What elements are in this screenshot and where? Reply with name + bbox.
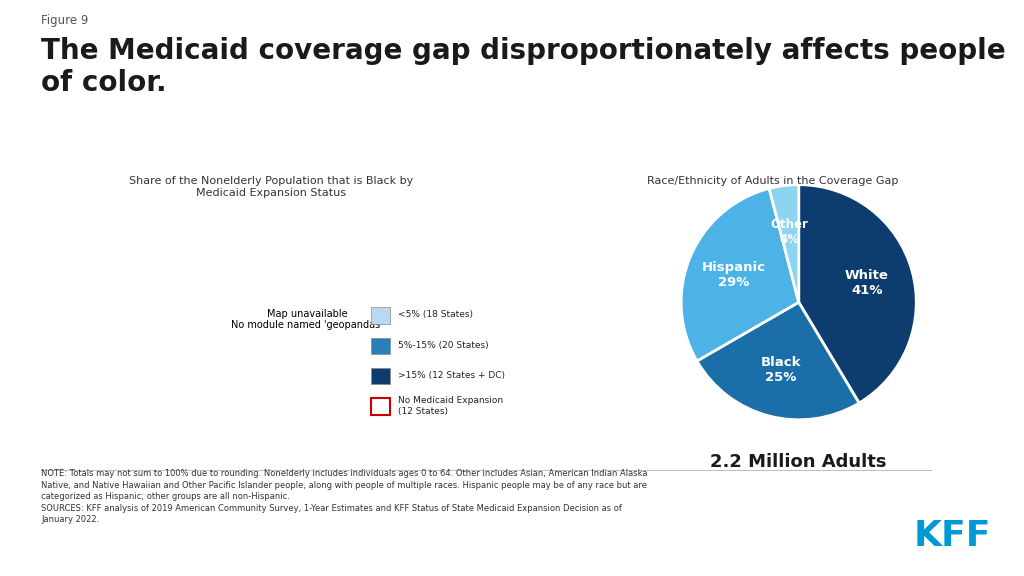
Text: <5% (18 States): <5% (18 States) [397, 310, 473, 319]
Text: NOTE: Totals may not sum to 100% due to rounding. Nonelderly includes individual: NOTE: Totals may not sum to 100% due to … [41, 469, 647, 524]
Bar [371, 307, 390, 324]
Text: Share of the Nonelderly Population that is Black by
Medicaid Expansion Status: Share of the Nonelderly Population that … [129, 176, 414, 198]
Text: Race/Ethnicity of Adults in the Coverage Gap: Race/Ethnicity of Adults in the Coverage… [647, 176, 899, 185]
Bar [371, 368, 390, 384]
Bar [371, 399, 390, 415]
Text: Figure 9: Figure 9 [41, 14, 88, 28]
Text: Black
25%: Black 25% [761, 357, 801, 385]
Wedge shape [769, 185, 799, 302]
Text: Hispanic
29%: Hispanic 29% [701, 261, 766, 289]
Wedge shape [799, 185, 916, 403]
Text: 5%-15% (20 States): 5%-15% (20 States) [397, 340, 488, 350]
Text: No Medicaid Expansion
(12 States): No Medicaid Expansion (12 States) [397, 396, 503, 416]
Wedge shape [681, 188, 799, 361]
Text: The Medicaid coverage gap disproportionately affects people
of color.: The Medicaid coverage gap disproportiona… [41, 37, 1006, 97]
Wedge shape [697, 302, 859, 420]
Text: White
41%: White 41% [845, 270, 889, 297]
Text: >15% (12 States + DC): >15% (12 States + DC) [397, 371, 505, 380]
Text: Other
4%: Other 4% [771, 218, 809, 247]
Text: Map unavailable
No module named 'geopandas': Map unavailable No module named 'geopand… [231, 309, 383, 331]
Text: KFF: KFF [913, 518, 991, 553]
Text: 2.2 Million Adults: 2.2 Million Adults [711, 453, 887, 471]
Bar [371, 338, 390, 354]
